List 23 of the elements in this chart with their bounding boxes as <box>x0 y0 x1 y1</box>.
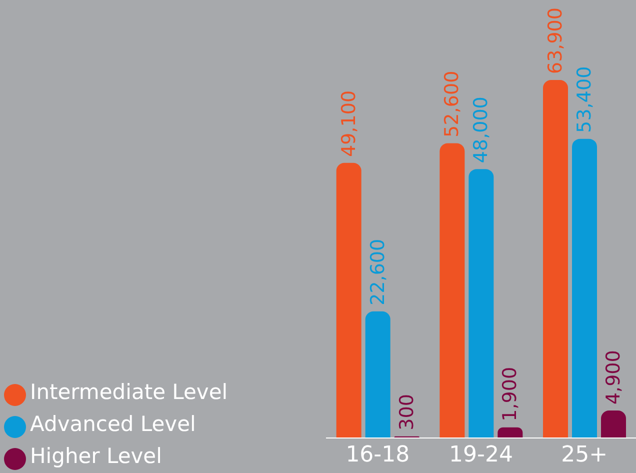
data-label: 52,600 <box>441 70 464 138</box>
bar <box>543 80 568 438</box>
data-label: 53,400 <box>574 66 596 133</box>
data-label: 22,600 <box>366 238 389 306</box>
x-tick-label: 25+ <box>561 442 608 468</box>
data-label: 300 <box>396 394 418 430</box>
bar <box>440 143 465 438</box>
x-tick-label: 16-18 <box>346 442 410 468</box>
x-tick-label: 19-24 <box>449 442 513 468</box>
data-label: 4,900 <box>602 350 624 405</box>
bar <box>468 169 494 438</box>
bar <box>365 311 390 438</box>
data-label: 49,100 <box>338 90 360 157</box>
data-label: 1,900 <box>499 366 522 422</box>
bar <box>572 138 597 438</box>
legend-label: Advanced Level <box>30 412 196 436</box>
data-label: 63,900 <box>544 8 566 74</box>
bar <box>498 427 523 438</box>
legend-label: Higher Level <box>30 444 162 468</box>
data-label: 48,000 <box>470 96 492 164</box>
bar <box>601 410 626 438</box>
bar <box>336 162 362 438</box>
legend-label: Intermediate Level <box>30 380 228 404</box>
